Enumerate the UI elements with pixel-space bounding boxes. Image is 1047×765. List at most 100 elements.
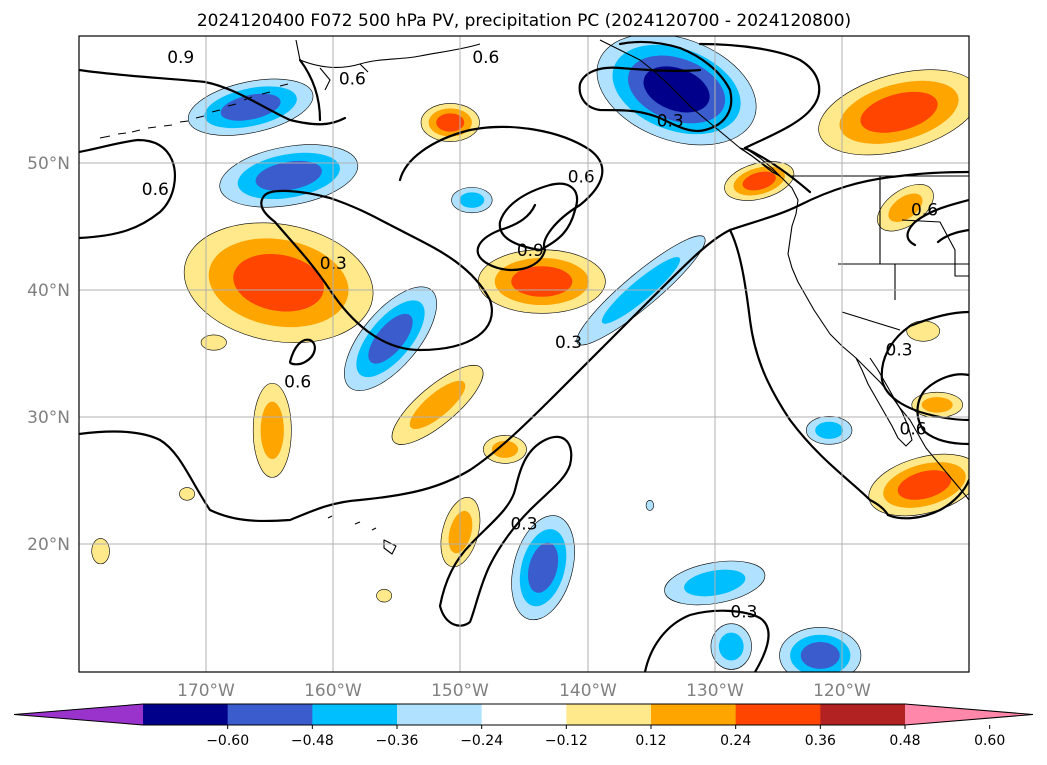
alaska-peninsula-coast	[295, 39, 481, 91]
precip-cell	[815, 421, 844, 439]
pv-contour	[498, 182, 578, 252]
contour-label: 0.6	[911, 201, 938, 221]
lat-tick-label: 40°N	[27, 281, 70, 301]
precip-cell	[436, 113, 465, 132]
colorbar-band	[312, 704, 398, 725]
colorbar-band	[143, 704, 229, 725]
colorbar-band	[566, 704, 652, 725]
pv-contour	[79, 138, 176, 240]
pv-contour	[936, 228, 969, 244]
gridlines	[79, 36, 969, 672]
contour-label: 0.9	[517, 241, 544, 261]
precip-cell	[368, 313, 413, 364]
colorbar-tick-label: −0.60	[206, 733, 249, 749]
baja-california-coast	[855, 357, 913, 447]
colorbar-tick-label: −0.24	[460, 733, 503, 749]
precip-cell	[491, 440, 519, 458]
contour-label: 0.3	[730, 602, 757, 622]
contour-label: 0.3	[555, 333, 582, 353]
precip-cell	[527, 542, 559, 593]
contour-label: 0.3	[657, 111, 684, 131]
lon-tick-label: 160°W	[304, 681, 362, 701]
contour-label: 0.6	[284, 372, 311, 392]
pv-contour	[643, 609, 770, 672]
pv-contours	[79, 40, 969, 672]
pv-contour	[438, 435, 573, 627]
pv-contour	[79, 68, 347, 126]
aleutian-islands	[99, 83, 289, 139]
pv-contour	[698, 42, 821, 150]
colorbar-tick-label: 0.60	[974, 733, 1005, 749]
colorbar-tick-label: 0.48	[889, 733, 920, 749]
precip-cell	[742, 171, 776, 191]
lat-tick-labels: 20°N 30°N 40°N 50°N	[27, 154, 70, 555]
precip-cell	[260, 401, 284, 460]
precip-cell	[897, 470, 952, 500]
colorbar-tick-label: −0.12	[545, 733, 588, 749]
colorbar-band	[481, 704, 567, 725]
contour-label: 0.3	[886, 340, 913, 360]
colorbar-extend-high	[905, 704, 1033, 725]
precip-cell	[921, 397, 953, 413]
colorbar-tick-label: 0.12	[635, 733, 666, 749]
lon-tick-label: 140°W	[559, 681, 617, 701]
precip-cell	[718, 632, 744, 661]
contour-label: 0.6	[472, 48, 499, 68]
colorbar-tick-label: −0.48	[291, 733, 334, 749]
lon-tick-label: 120°W	[813, 681, 871, 701]
pv-contour	[728, 170, 969, 232]
vancouver-island-coast	[739, 147, 781, 177]
alaska-panhandle-coast	[599, 39, 753, 157]
pv-contour	[886, 478, 969, 520]
pv-contour	[880, 310, 969, 422]
precip-cell	[643, 66, 710, 113]
pv-contour	[79, 228, 732, 523]
colorbar-band	[651, 704, 737, 725]
contour-label: 0.3	[510, 515, 537, 535]
contour-label: 0.6	[900, 419, 927, 439]
coastlines	[99, 39, 969, 555]
lat-tick-label: 50°N	[27, 154, 70, 174]
colorbar-band	[397, 704, 483, 725]
colorbar-band	[820, 704, 906, 725]
precip-cell	[800, 642, 840, 669]
precip-cell	[179, 487, 195, 501]
colorbar-band	[735, 704, 821, 725]
pv-contour	[578, 40, 733, 133]
precip-cell	[255, 160, 322, 191]
precip-cell	[459, 192, 485, 208]
precip-cell	[376, 589, 393, 603]
precip-cell	[220, 93, 281, 121]
colorbar-outline	[13, 703, 1034, 726]
lon-tick-label: 130°W	[686, 681, 744, 701]
north-america-coast	[751, 155, 969, 501]
contour-label: 0.9	[167, 48, 194, 68]
pv-contour	[906, 198, 969, 247]
precip-cell	[233, 253, 324, 312]
lon-tick-label: 170°W	[177, 681, 235, 701]
precip-cell	[91, 538, 110, 565]
colorbar-tick-label: −0.36	[376, 733, 419, 749]
contour-labels: 0.90.60.60.30.60.60.30.90.30.60.30.30.30…	[142, 48, 938, 623]
pv-contour	[288, 338, 316, 366]
precip-cell	[645, 499, 654, 511]
lon-tick-labels: 170°W 160°W 150°W 140°W 130°W 120°W	[177, 681, 871, 701]
map-frame	[78, 35, 970, 673]
colorbar-extend-low	[14, 704, 143, 725]
lon-tick-label: 150°W	[431, 681, 489, 701]
contour-label: 0.6	[339, 70, 366, 90]
precip-cell	[511, 266, 573, 297]
colorbar: −0.60 −0.48 −0.36 −0.24 −0.12 0.12 0.24 0.36 0.4…	[13, 703, 1034, 749]
colorbar-tick-label: 0.36	[805, 733, 836, 749]
lat-tick-label: 30°N	[27, 408, 70, 428]
contour-label: 0.6	[142, 180, 169, 200]
precip-cell	[200, 334, 227, 351]
state-borders	[838, 176, 969, 331]
plot-title: 2024120400 F072 500 hPa PV, precipitatio…	[197, 11, 851, 31]
precip-cell	[888, 193, 923, 222]
colorbar-tick-label: 0.24	[720, 733, 751, 749]
hawaiian-islands	[327, 515, 397, 555]
contour-label: 0.6	[568, 167, 595, 187]
precip-cell	[860, 91, 938, 133]
